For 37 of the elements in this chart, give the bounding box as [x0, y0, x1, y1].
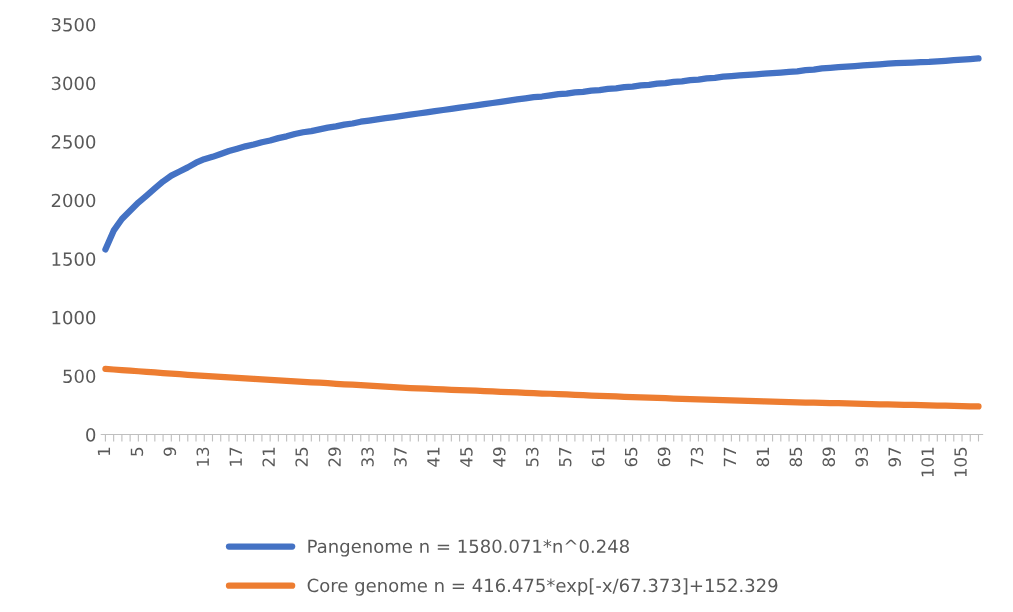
x-tick-label: 65 [624, 447, 638, 467]
x-tick-label: 97 [888, 447, 901, 467]
y-tick-label: 0 [86, 427, 96, 442]
y-tick-label: 500 [63, 369, 96, 384]
legend-label: Pangenome n = 1580.071*n^0.248 [308, 539, 629, 557]
x-tick-label: 21 [262, 447, 275, 467]
x-tick-label: 37 [394, 447, 407, 467]
x-tick-label: 41 [427, 447, 440, 467]
x-tick-label: 5 [130, 447, 144, 456]
x-tick-label: 61 [591, 447, 605, 467]
x-tick-label: 17 [229, 447, 242, 466]
x-tick-label: 101 [921, 447, 934, 477]
x-tick-label: 25 [295, 447, 308, 467]
x-tick-label: 1 [97, 447, 111, 456]
x-tick-label: 53 [525, 447, 539, 467]
y-tick-label: 1000 [52, 310, 96, 325]
x-tick-label: 9 [163, 447, 177, 456]
x-tick-label: 29 [328, 447, 341, 467]
y-tick-label: 1500 [52, 252, 96, 266]
x-tick-label: 77 [723, 447, 736, 467]
x-tick-label: 89 [822, 447, 836, 467]
x-tick-label: 49 [493, 447, 506, 467]
y-tick-label: 2000 [51, 193, 96, 208]
x-tick-label: 105 [954, 447, 967, 477]
x-tick-label: 45 [460, 447, 473, 467]
x-tick-label: 57 [559, 447, 572, 467]
x-tick-label: 81 [756, 447, 770, 467]
legend-label: Core genome n = 416.475*exp[-x/67.373]+152.329 [307, 578, 778, 596]
x-tick-label: 85 [789, 447, 803, 467]
x-tick-label: 69 [657, 447, 671, 467]
x-tick-label: 73 [690, 447, 704, 467]
x-tick-label: 93 [855, 447, 869, 467]
x-tick-label: 13 [196, 447, 210, 466]
y-tick-label: 2500 [51, 135, 96, 149]
y-tick-label: 3000 [51, 76, 96, 91]
x-tick-label: 33 [361, 447, 374, 467]
y-tick-label: 3500 [51, 17, 96, 32]
